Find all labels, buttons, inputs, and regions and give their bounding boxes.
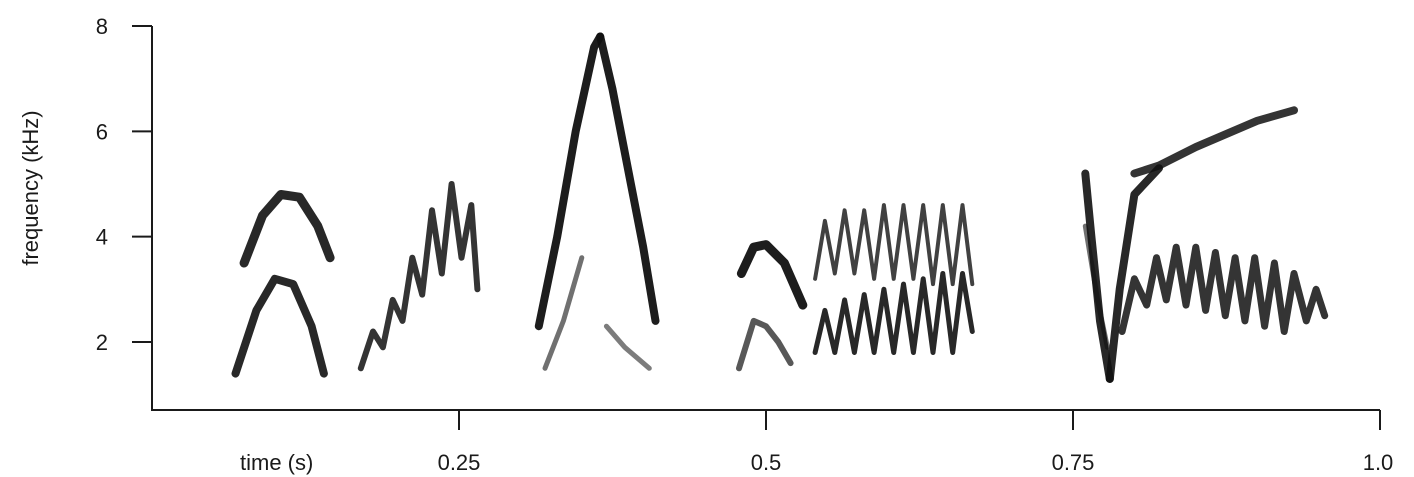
trace-syllable-4-upper — [736, 240, 808, 310]
x-tick-label: 0.75 — [1052, 450, 1095, 475]
trace-syllable-5-trill-lower — [812, 271, 975, 355]
y-tick-label: 4 — [96, 225, 108, 250]
x-tick-label: 1.0 — [1363, 450, 1394, 475]
trace-syllable-2-trill — [357, 181, 481, 372]
trace-syllable-1-lower — [231, 274, 328, 378]
spectrogram-traces — [231, 32, 1329, 383]
trace-syllable-6-v-right — [1105, 164, 1163, 383]
trace-syllable-3-rise — [534, 32, 605, 331]
x-axis-ticks: 0.25 0.5 0.75 1.0 — [438, 410, 1394, 475]
y-axis-ticks: 2 4 6 8 — [96, 14, 152, 355]
axis-frame — [151, 26, 1380, 411]
trace-syllable-1-upper — [239, 190, 335, 268]
trace-syllable-6-v-left-lower — [1082, 223, 1110, 350]
trace-syllable-6-upper-rise — [1130, 106, 1298, 178]
y-axis-label: frequency (kHz) — [18, 110, 43, 265]
trace-syllable-4-lower — [736, 317, 794, 372]
x-axis-label: time (s) — [240, 450, 313, 475]
trace-syllable-5-trill-upper — [813, 203, 975, 287]
trace-syllable-6-lower-trill — [1118, 243, 1329, 335]
y-tick-label: 8 — [96, 14, 108, 39]
y-tick-label: 6 — [96, 119, 108, 144]
x-tick-label: 0.25 — [438, 450, 481, 475]
y-tick-label: 2 — [96, 330, 108, 355]
x-tick-label: 0.5 — [751, 450, 782, 475]
trace-syllable-3-lower — [542, 255, 585, 371]
trace-syllable-3-tail — [603, 323, 652, 371]
trace-syllable-3-fall — [596, 32, 660, 325]
